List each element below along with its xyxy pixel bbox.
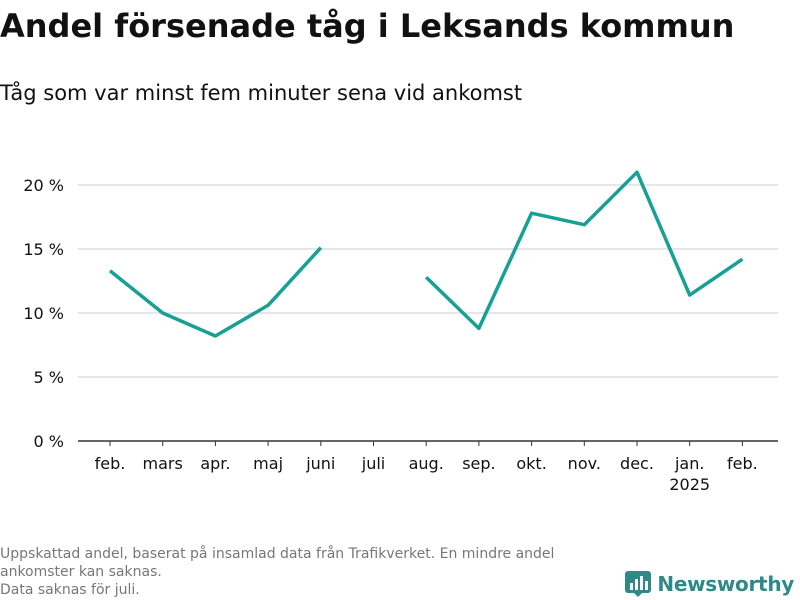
x-tick-label: dec. — [620, 454, 654, 473]
brand-name: Newsworthy — [657, 572, 794, 596]
x-tick-sublabel: 2025 — [669, 475, 710, 494]
line-chart: 0 % 5 % 10 % 15 % 20 % feb. mars apr. maj juni jul… — [23, 170, 778, 494]
series-line — [424, 170, 744, 331]
chart-title: Andel försenade tåg i Leksands kommun — [0, 7, 735, 45]
y-tick-label: 20 % — [23, 176, 64, 195]
bar-chart-icon — [625, 571, 652, 597]
x-tick-label: feb. — [727, 454, 758, 473]
x-tick-label: juli — [361, 454, 385, 473]
y-tick-label: 0 % — [34, 432, 64, 451]
x-tick-label: nov. — [568, 454, 601, 473]
brand-logo: Newsworthy — [625, 568, 794, 600]
footnote-line-estimate: Uppskattad andel, baserat på insamlad da… — [0, 546, 555, 580]
x-tick-label: juni — [305, 454, 335, 473]
series-line — [108, 246, 323, 338]
x-tick-label: okt. — [516, 454, 546, 473]
x-tick-label: sep. — [462, 454, 495, 473]
chart-subtitle: Tåg som var minst fem minuter sena vid a… — [0, 81, 523, 105]
x-tick-label: mars — [143, 454, 183, 473]
x-tick-label: maj — [253, 454, 283, 473]
y-tick-label: 10 % — [23, 304, 64, 323]
footnote: Uppskattad andel, baserat på insamlad da… — [0, 545, 630, 599]
x-tick-label: jan. — [674, 454, 704, 473]
x-tick-label: apr. — [200, 454, 230, 473]
y-tick-label: 15 % — [23, 240, 64, 259]
y-tick-label: 5 % — [34, 368, 64, 387]
x-tick-label: aug. — [409, 454, 444, 473]
footnote-line-missing: Data saknas för juli. — [0, 582, 140, 598]
x-tick-label: feb. — [95, 454, 126, 473]
